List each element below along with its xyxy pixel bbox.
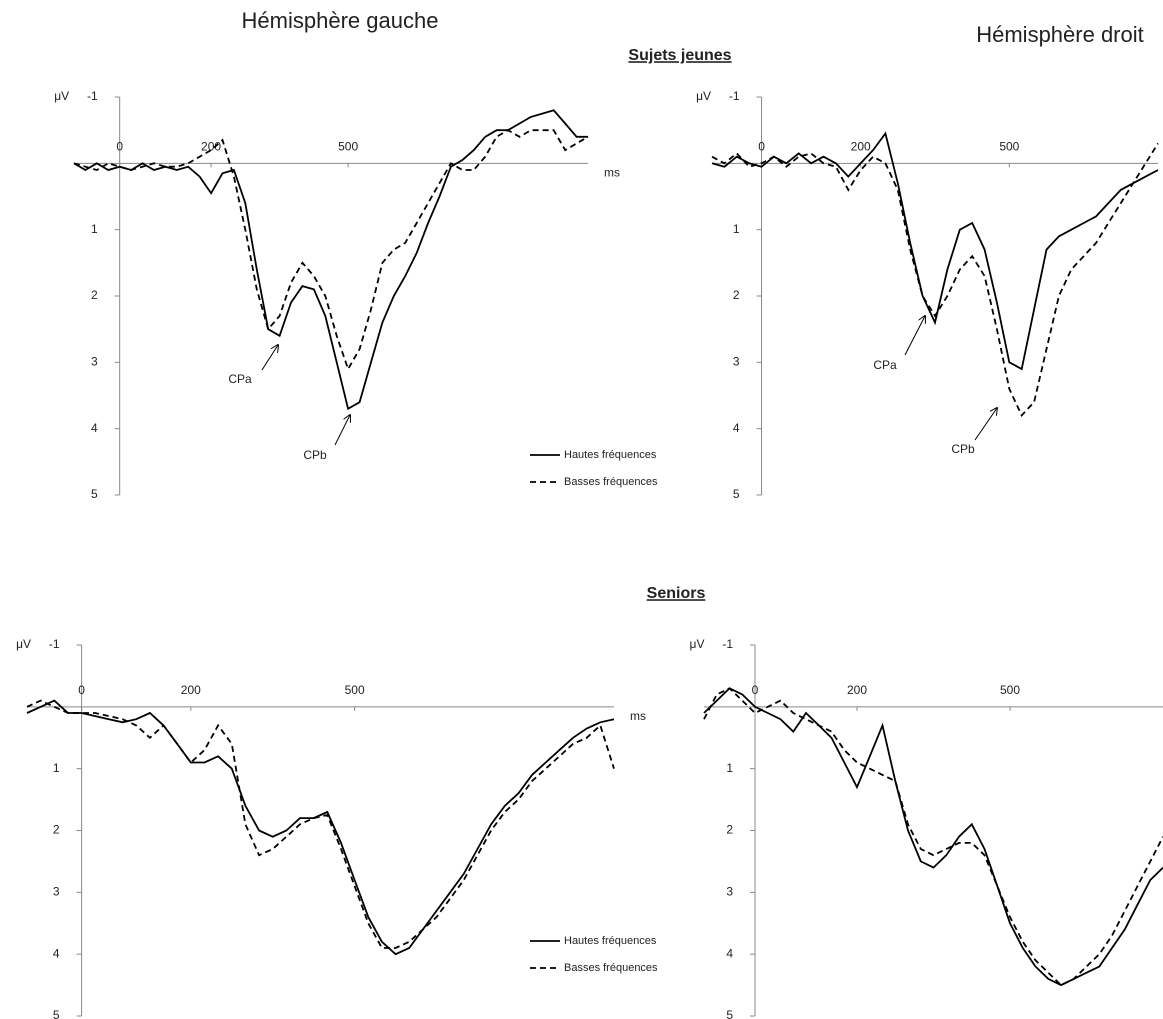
column-title: Hémisphère droit: [976, 22, 1144, 47]
x-tick-label: 200: [851, 140, 871, 154]
y-tick-label: 3: [53, 885, 60, 899]
annotation: CPa: [873, 358, 897, 372]
y-tick-label: 5: [726, 1008, 733, 1019]
y-tick-label: -1: [49, 637, 60, 651]
legend-label: Hautes fréquences: [564, 935, 657, 947]
x-tick-label: 200: [847, 683, 867, 697]
row-title: Seniors: [647, 585, 706, 602]
annotation-arrow: [974, 408, 997, 441]
annotation: CPb: [951, 442, 975, 456]
x-tick-label: 0: [116, 140, 123, 154]
annotation: CPa: [228, 372, 252, 386]
column-title: Hémisphère gauche: [242, 8, 439, 33]
x-tick-label: 500: [1000, 683, 1020, 697]
y-axis-label: μV: [16, 637, 31, 651]
y-tick-label: 4: [53, 946, 60, 960]
y-tick-label: 1: [91, 222, 98, 236]
series-line: [73, 109, 588, 411]
y-tick-label: 3: [91, 355, 98, 369]
annotation-arrow: [904, 316, 925, 356]
y-tick-label: 5: [91, 487, 98, 501]
y-tick-label: 4: [726, 946, 733, 960]
x-tick-label: 0: [758, 140, 765, 154]
y-tick-label: 4: [91, 421, 98, 435]
y-tick-label: 2: [53, 823, 60, 837]
annotation-arrow: [334, 415, 350, 446]
y-tick-label: 5: [733, 487, 740, 501]
y-axis-label: μV: [690, 637, 705, 651]
x-tick-label: 500: [338, 140, 358, 154]
series-line: [26, 699, 615, 949]
y-axis-label: μV: [696, 89, 711, 103]
x-tick-label: 200: [181, 683, 201, 697]
legend-label: Basses fréquences: [564, 476, 658, 488]
x-tick-label: 0: [752, 683, 759, 697]
x-tick-label: 200: [201, 140, 221, 154]
legend-label: Basses fréquences: [564, 962, 658, 974]
series-line: [73, 129, 589, 372]
x-axis-label: ms: [630, 709, 646, 723]
y-tick-label: 1: [53, 761, 60, 775]
y-tick-label: 1: [733, 222, 740, 236]
x-tick-label: 500: [345, 683, 365, 697]
series-line: [26, 699, 615, 956]
x-axis-label: ms: [604, 166, 620, 180]
y-tick-label: 2: [726, 823, 733, 837]
y-tick-label: 1: [726, 761, 733, 775]
row-title: Sujets jeunes: [628, 47, 731, 64]
y-tick-label: -1: [87, 89, 98, 103]
x-tick-label: 500: [999, 140, 1019, 154]
annotation-arrow: [261, 345, 278, 371]
y-tick-label: 2: [733, 288, 740, 302]
y-tick-label: 3: [733, 355, 740, 369]
series-line: [711, 131, 1159, 371]
y-tick-label: -1: [722, 637, 733, 651]
y-tick-label: -1: [729, 89, 740, 103]
legend-label: Hautes fréquences: [564, 449, 657, 461]
y-tick-label: 2: [91, 288, 98, 302]
x-tick-label: 0: [78, 683, 85, 697]
annotation: CPb: [303, 448, 327, 462]
series-line: [711, 142, 1159, 417]
series-line: [703, 687, 1163, 987]
y-tick-label: 4: [733, 421, 740, 435]
y-tick-label: 5: [53, 1008, 60, 1019]
y-tick-label: 3: [726, 885, 733, 899]
series-line: [703, 687, 1163, 987]
y-axis-label: μV: [54, 89, 69, 103]
